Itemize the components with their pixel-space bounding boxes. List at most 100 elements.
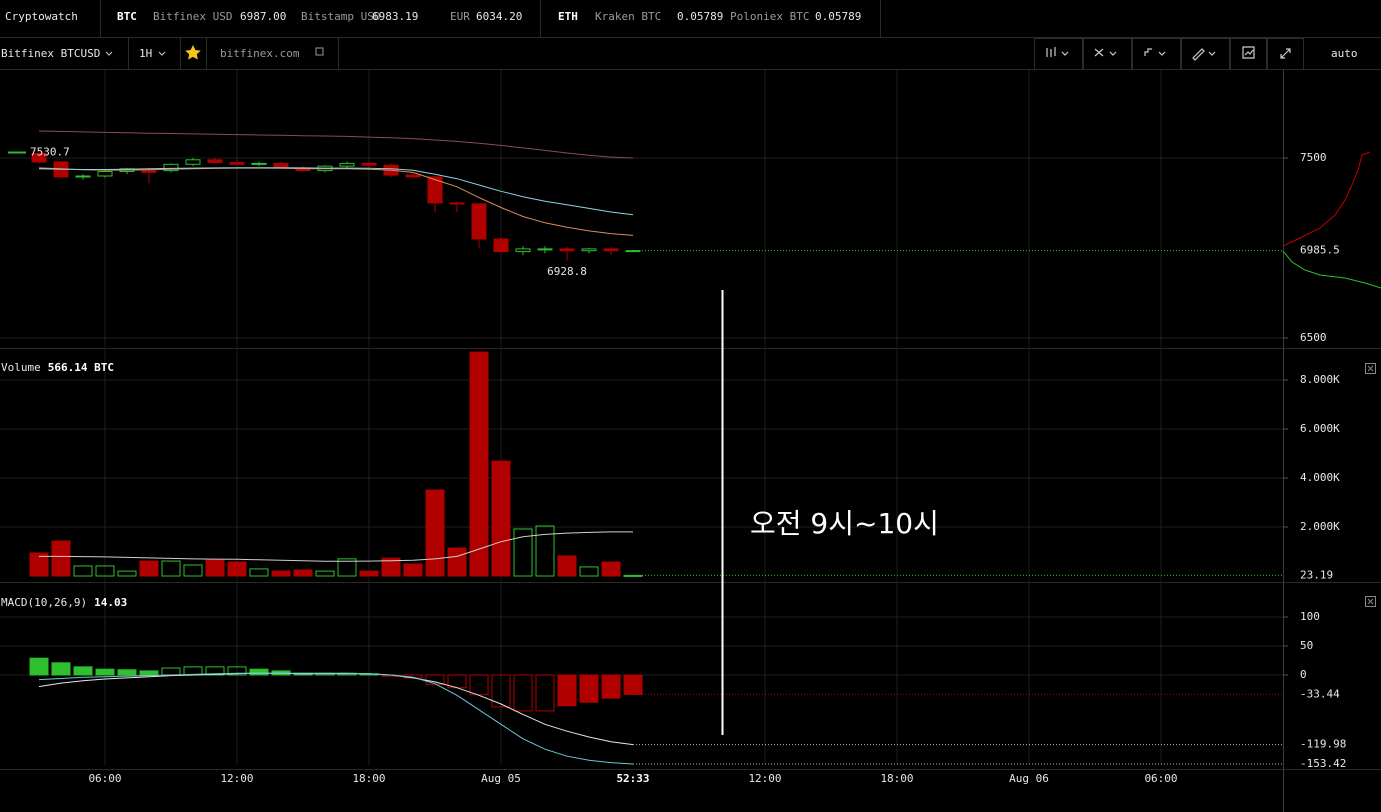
bar bbox=[139, 670, 159, 676]
bar bbox=[227, 561, 247, 577]
y-tick-label: 6.000K bbox=[1300, 422, 1340, 435]
asset[interactable]: BTC bbox=[117, 10, 137, 23]
close-macd[interactable] bbox=[1365, 596, 1376, 607]
legend-value: 566.14 BTC bbox=[48, 361, 114, 374]
candle-body bbox=[603, 248, 619, 252]
bar bbox=[557, 674, 577, 707]
y-tick-label: 0 bbox=[1300, 668, 1307, 681]
bar bbox=[579, 566, 599, 577]
draw-button[interactable] bbox=[1181, 38, 1230, 70]
price: 0.05789 bbox=[677, 10, 723, 23]
dropdown-icon[interactable] bbox=[105, 51, 113, 56]
x-tick-label: Aug 06 bbox=[1009, 772, 1049, 785]
depth-asks bbox=[1282, 151, 1371, 247]
bar bbox=[381, 557, 401, 577]
favorite-star[interactable] bbox=[185, 45, 201, 60]
exchange[interactable]: Kraken BTC bbox=[595, 10, 661, 23]
indicator-button[interactable] bbox=[1083, 38, 1132, 70]
y-tick-label: 4.000K bbox=[1300, 471, 1340, 484]
candle-body bbox=[493, 238, 509, 253]
bar bbox=[117, 570, 137, 577]
depth-bids bbox=[1282, 250, 1381, 289]
price: 6034.20 bbox=[476, 10, 522, 23]
close-buttons bbox=[1365, 363, 1376, 607]
asset[interactable]: ETH bbox=[558, 10, 578, 23]
bar bbox=[271, 570, 291, 577]
plot-area: 06:00 12:00 18:00 Aug 05 12:00 18:00 Aug 06 06:… bbox=[0, 70, 1346, 785]
brand[interactable]: Cryptowatch bbox=[5, 10, 78, 23]
bar bbox=[579, 674, 599, 703]
bar bbox=[491, 460, 511, 577]
external-icon[interactable] bbox=[315, 47, 324, 56]
x-tick-label: 06:00 bbox=[1144, 772, 1177, 785]
icon bbox=[1094, 48, 1117, 57]
current-value-label: -33.44 bbox=[1300, 687, 1340, 700]
icon bbox=[1242, 46, 1255, 59]
indicator-line bbox=[39, 531, 633, 562]
candle-body bbox=[141, 170, 157, 173]
icon bbox=[1046, 47, 1069, 57]
exchange[interactable]: Poloniex BTC bbox=[730, 10, 809, 23]
indicator-line bbox=[38, 167, 634, 236]
bar bbox=[249, 568, 269, 577]
icon bbox=[1280, 48, 1291, 59]
dropdown-icon[interactable] bbox=[158, 51, 166, 56]
candle-body bbox=[31, 153, 47, 163]
bar bbox=[183, 564, 203, 577]
y-tick-label: 7500 bbox=[1300, 151, 1327, 164]
close-volume[interactable] bbox=[1365, 363, 1376, 374]
symbol-select[interactable]: Bitfinex BTCUSD bbox=[1, 47, 100, 60]
candle-body bbox=[449, 202, 465, 205]
price: 0.05789 bbox=[815, 10, 861, 23]
screenshot-button[interactable] bbox=[1230, 38, 1267, 70]
bar bbox=[293, 569, 313, 577]
legend-label: MACD(10,26,9) bbox=[1, 596, 87, 609]
icon bbox=[1367, 598, 1374, 605]
indicator-line bbox=[38, 130, 634, 159]
scale-toggle[interactable]: auto bbox=[1331, 47, 1358, 60]
indicator-line bbox=[38, 672, 634, 765]
bar bbox=[469, 351, 489, 577]
legend-label: Volume bbox=[1, 361, 41, 374]
exchange[interactable]: Bitfinex USD bbox=[153, 10, 232, 23]
candle-body bbox=[75, 175, 91, 178]
candle-body bbox=[207, 159, 223, 164]
indicator-line bbox=[38, 672, 634, 746]
bar bbox=[249, 668, 269, 676]
bar bbox=[139, 560, 159, 577]
fullscreen-button[interactable] bbox=[1267, 38, 1304, 70]
candle-body bbox=[405, 174, 421, 178]
current-value-label: 23.19 bbox=[1300, 568, 1333, 581]
overlay-button[interactable] bbox=[1132, 38, 1181, 70]
x-tick-label: 12:00 bbox=[748, 772, 781, 785]
candle-body bbox=[229, 162, 245, 165]
price: 6987.00 bbox=[240, 10, 286, 23]
exchange[interactable]: Bitstamp USD bbox=[301, 10, 380, 23]
bar bbox=[535, 525, 555, 577]
bar bbox=[623, 674, 643, 695]
source-link[interactable]: bitfinex.com bbox=[220, 47, 300, 60]
bar bbox=[51, 540, 71, 577]
bar bbox=[557, 555, 577, 577]
interval-select[interactable]: 1H bbox=[139, 47, 152, 60]
exchange[interactable]: EUR bbox=[450, 10, 470, 23]
bar bbox=[227, 666, 247, 676]
current-value-label: -119.98 bbox=[1300, 738, 1346, 751]
bar bbox=[29, 657, 49, 676]
icon bbox=[1367, 365, 1374, 372]
bar bbox=[425, 489, 445, 577]
legend-value: 14.03 bbox=[94, 596, 127, 609]
bar bbox=[601, 561, 621, 577]
current-value-label: -153.42 bbox=[1300, 757, 1346, 770]
bar bbox=[513, 528, 533, 577]
bar bbox=[337, 558, 357, 577]
x-tick-label: 06:00 bbox=[88, 772, 121, 785]
bar bbox=[359, 570, 379, 577]
annotation-text: 오전 9시~10시 bbox=[750, 507, 939, 540]
candle-body bbox=[361, 162, 377, 166]
chart-type-button[interactable] bbox=[1034, 38, 1083, 70]
indicator-line bbox=[38, 167, 634, 216]
bar bbox=[161, 560, 181, 577]
x-tick-label: 18:00 bbox=[352, 772, 385, 785]
